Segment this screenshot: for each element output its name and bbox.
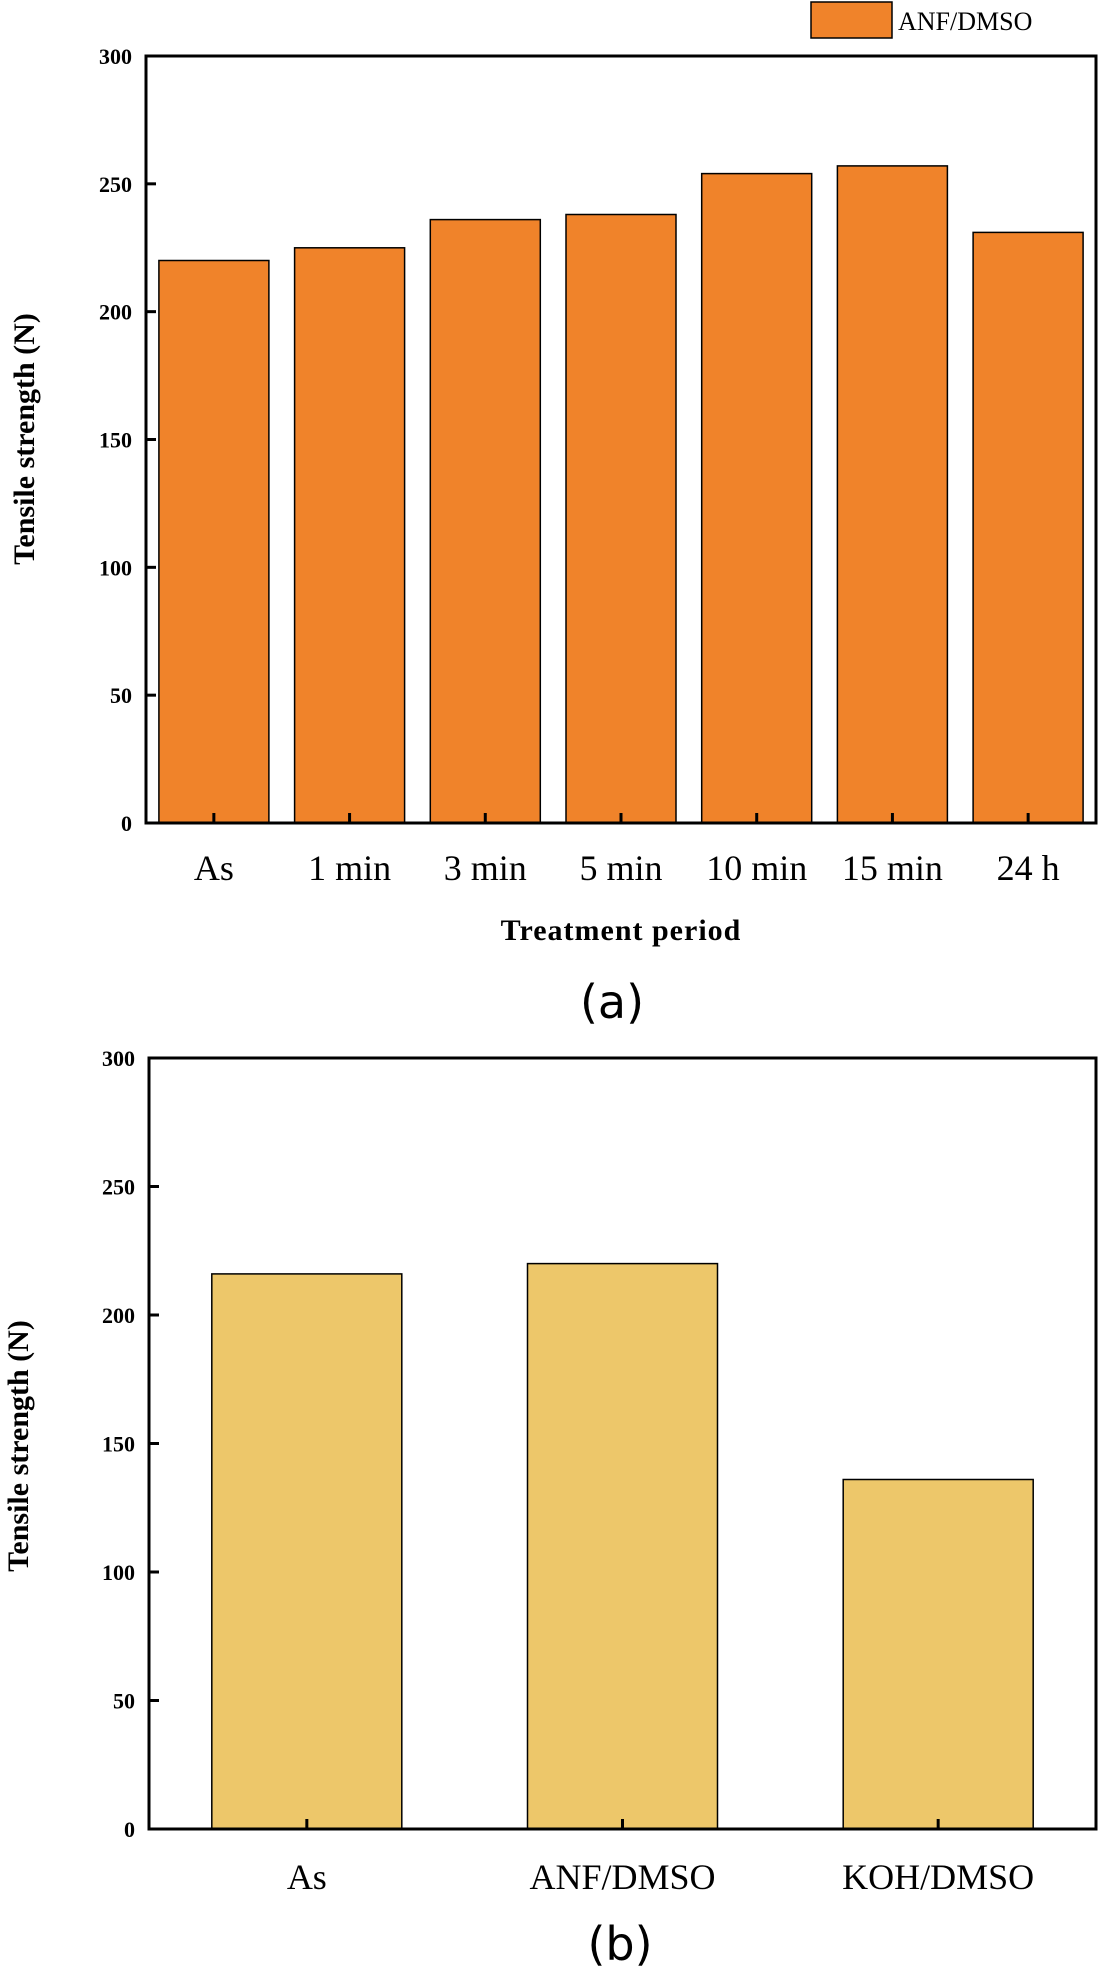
y-tick-label: 0	[121, 811, 132, 836]
bar-1-min	[293, 247, 406, 824]
y-axis-ticks: 0 50 100 150 200 250 300	[102, 1046, 159, 1842]
bar-as	[158, 259, 270, 824]
y-tick-label: 100	[99, 555, 132, 580]
x-tick-label: 10 min	[706, 848, 807, 888]
bars-group	[211, 1262, 1034, 1830]
panel-label: (a)	[580, 975, 644, 1029]
y-axis-ticks: 0 50 100 150 200 250 300	[99, 44, 156, 836]
legend-swatch	[810, 1, 893, 39]
chart-panel-b: 0 50 100 150 200 250 300 As ANF/DMSO KOH/DMSO Te…	[2, 1046, 1098, 1969]
y-tick-label: 200	[99, 300, 132, 325]
x-axis-ticks: As 1 min 3 min 5 min 10 min 15 min 24 h	[194, 813, 1060, 888]
x-tick-label: As	[287, 1857, 327, 1897]
y-tick-label: 300	[99, 44, 132, 69]
y-tick-label: 250	[102, 1175, 135, 1200]
bar-3-min	[429, 218, 542, 824]
y-tick-label: 250	[99, 172, 132, 197]
y-tick-label: 50	[113, 1689, 135, 1714]
bar-anf-dmso	[526, 1262, 719, 1830]
y-tick-label: 100	[102, 1560, 135, 1585]
bar-15-min	[836, 165, 949, 824]
x-tick-label: 24 h	[997, 848, 1060, 888]
x-tick-label: As	[194, 848, 234, 888]
bar-24-h	[972, 231, 1084, 824]
bars-group	[158, 165, 1084, 824]
chart-panel-a: 0 50 100 150 200 250 300 As 1 min 3 min 5 min 10 m…	[8, 1, 1098, 1029]
x-tick-label: 15 min	[842, 848, 943, 888]
bar-5-min	[565, 213, 677, 824]
y-tick-label: 300	[102, 1046, 135, 1071]
y-axis-title: Tensile strength (N)	[8, 313, 41, 565]
y-tick-label: 200	[102, 1303, 135, 1328]
bar-as	[211, 1273, 403, 1830]
y-tick-label: 150	[102, 1432, 135, 1457]
x-tick-label: ANF/DMSO	[529, 1857, 715, 1897]
bar-koh-dmso	[842, 1478, 1034, 1830]
x-axis-title: Treatment period	[501, 914, 742, 947]
legend-label: ANF/DMSO	[898, 7, 1032, 36]
x-axis-ticks: As ANF/DMSO KOH/DMSO	[287, 1819, 1034, 1897]
legend: ANF/DMSO	[810, 1, 1032, 39]
x-tick-label: 3 min	[444, 848, 527, 888]
bar-10-min	[700, 172, 813, 824]
panel-label: (b)	[587, 1917, 652, 1969]
x-tick-label: KOH/DMSO	[842, 1857, 1034, 1897]
y-tick-label: 150	[99, 428, 132, 453]
y-axis-title: Tensile strength (N)	[2, 1320, 35, 1572]
y-tick-label: 0	[124, 1817, 135, 1842]
x-tick-label: 1 min	[308, 848, 391, 888]
y-tick-label: 50	[110, 683, 132, 708]
x-tick-label: 5 min	[579, 848, 662, 888]
